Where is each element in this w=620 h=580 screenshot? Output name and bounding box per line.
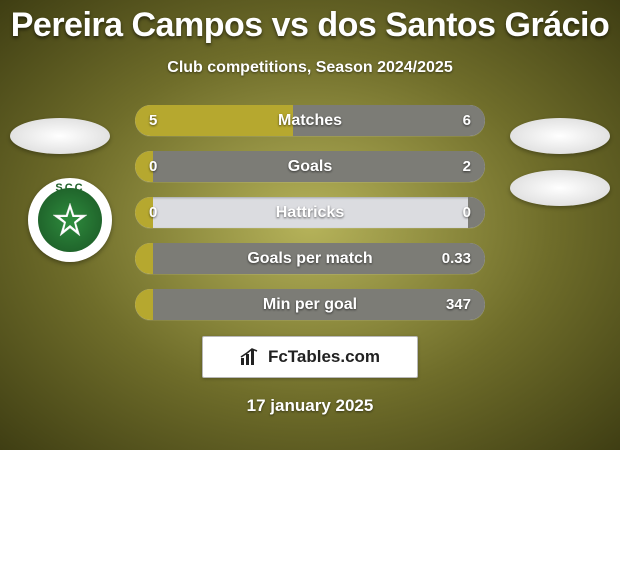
stat-row-goals: 0 Goals 2 [135, 151, 485, 182]
stat-value-right: 6 [463, 105, 471, 136]
stat-value-right: 0 [463, 197, 471, 228]
stat-label: Goals [135, 151, 485, 182]
stat-value-right: 347 [446, 289, 471, 320]
bar-chart-icon [240, 348, 262, 366]
stat-value-right: 2 [463, 151, 471, 182]
club-badge-inner [38, 188, 102, 252]
branding-text: FcTables.com [268, 347, 380, 367]
subtitle: Club competitions, Season 2024/2025 [0, 59, 620, 77]
stat-label: Min per goal [135, 289, 485, 320]
stat-row-goals-per-match: Goals per match 0.33 [135, 243, 485, 274]
stat-label: Matches [135, 105, 485, 136]
club-badge-left: SCC [28, 178, 112, 262]
stat-value-right: 0.33 [442, 243, 471, 274]
player-right-avatar-placeholder-2 [510, 170, 610, 206]
stat-row-min-per-goal: Min per goal 347 [135, 289, 485, 320]
player-left-avatar-placeholder [10, 118, 110, 154]
stat-label: Hattricks [135, 197, 485, 228]
stat-label: Goals per match [135, 243, 485, 274]
below-whitespace [0, 450, 620, 580]
star-icon [50, 200, 90, 240]
stats-container: 5 Matches 6 0 Goals 2 0 Hattricks 0 Goal… [135, 105, 485, 320]
page-title: Pereira Campos vs dos Santos Grácio [0, 0, 620, 45]
card-date: 17 january 2025 [0, 396, 620, 416]
comparison-card: Pereira Campos vs dos Santos Grácio Club… [0, 0, 620, 450]
player-right-avatar-placeholder-1 [510, 118, 610, 154]
branding-badge[interactable]: FcTables.com [202, 336, 418, 378]
stat-row-matches: 5 Matches 6 [135, 105, 485, 136]
stat-row-hattricks: 0 Hattricks 0 [135, 197, 485, 228]
